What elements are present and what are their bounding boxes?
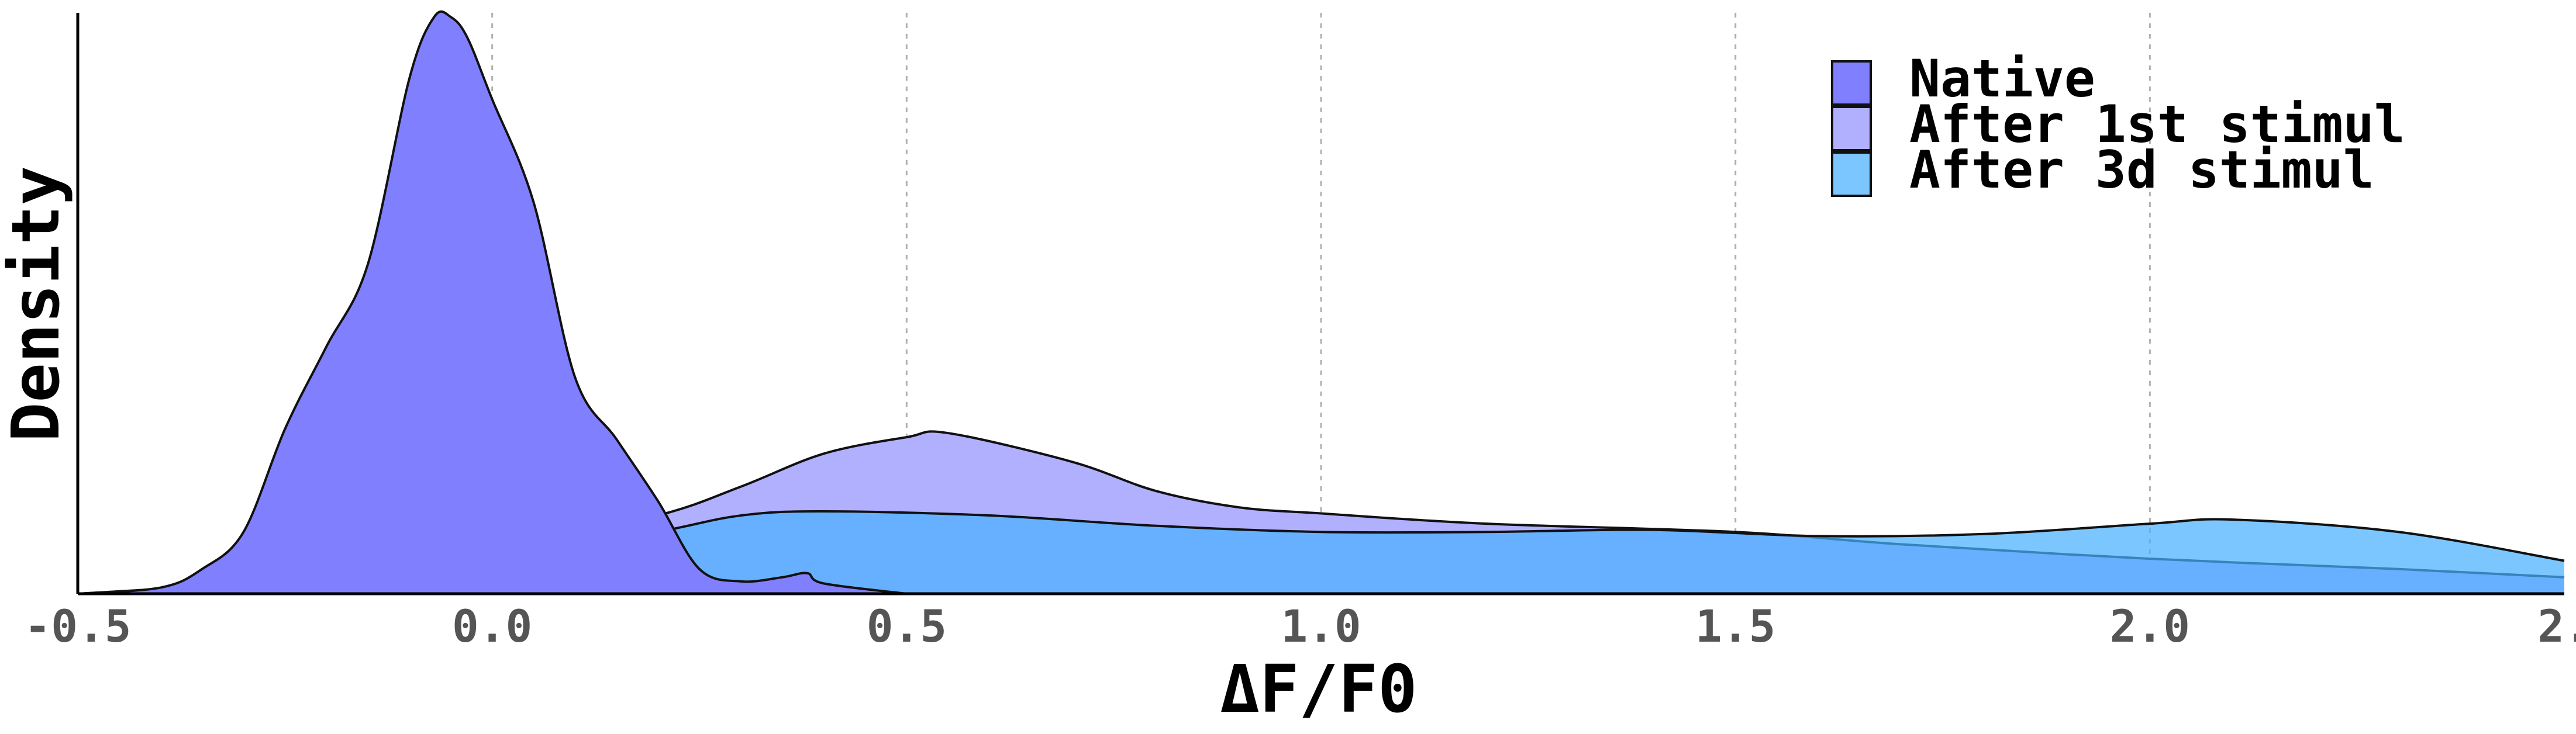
- legend-label-native: Native: [1909, 49, 2095, 109]
- x-tick-label: 2.0: [2110, 600, 2190, 652]
- axis-layer: [76, 13, 2564, 595]
- x-tick-label: 2.: [2537, 600, 2576, 652]
- y-axis-title: Density: [0, 166, 74, 442]
- x-tick-label: 0.0: [452, 600, 532, 652]
- legend-swatch-after-3d-stimul: [1831, 151, 1872, 197]
- series-layer: [77, 10, 2565, 595]
- x-axis-title: ΔF/F0: [1220, 652, 1417, 728]
- legend-swatch-native: [1831, 60, 1872, 106]
- legend-label-after-1st-stimul: After 1st stimul: [1909, 94, 2405, 154]
- x-tick-label: 1.5: [1695, 600, 1775, 652]
- density-area-native: [78, 11, 907, 594]
- x-tick-labels: -0.5 0.0 0.5 1.0 1.5 2.0 2.: [24, 600, 2576, 652]
- x-tick-label: 0.5: [867, 600, 947, 652]
- x-tick-label: 1.0: [1281, 600, 1361, 652]
- density-curve-native: [77, 10, 907, 595]
- legend-swatch-after-1st-stimul: [1831, 106, 1872, 151]
- legend-label-after-3d-stimul: After 3d stimul: [1909, 140, 2374, 200]
- x-tick-label: -0.5: [24, 600, 131, 652]
